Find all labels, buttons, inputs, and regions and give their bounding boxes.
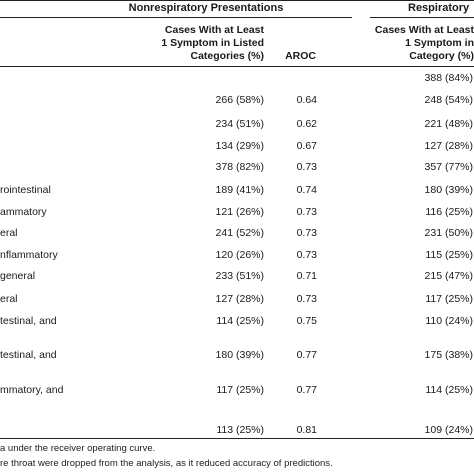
- cell-aroc: 0.67: [296, 140, 317, 152]
- cell-nonresp-cases: 117 (25%): [216, 384, 264, 396]
- cell-aroc: 0.64: [296, 94, 317, 106]
- col-header-resp-cases: Cases With at Least 1 Symptom in Categor…: [375, 24, 474, 63]
- cell-nonresp-cases: 127 (28%): [215, 293, 264, 305]
- cell-nonresp-cases: 241 (52%): [215, 227, 264, 239]
- col-header-nonresp-line-3: Categories (%): [190, 50, 264, 62]
- cell-resp-cases: 248 (54%): [424, 94, 473, 106]
- cell-aroc: 0.73: [296, 206, 317, 218]
- cell-aroc: 0.73: [296, 293, 317, 305]
- row-label: testinal, and: [0, 349, 57, 361]
- respiratory-rule: [370, 17, 474, 18]
- cell-aroc: 0.62: [296, 118, 317, 130]
- cell-aroc: 0.77: [296, 384, 317, 396]
- row-label: rointestinal: [0, 184, 51, 196]
- cell-resp-cases: 127 (28%): [424, 140, 473, 152]
- col-header-nonresp-line-2: 1 Symptom in Listed: [161, 37, 264, 49]
- cell-aroc: 0.73: [296, 161, 317, 173]
- cell-nonresp-cases: 114 (25%): [216, 315, 264, 327]
- cell-resp-cases: 175 (38%): [424, 349, 473, 361]
- footnote-1: a under the receiver operating curve.: [0, 443, 156, 454]
- col-header-nonresp-line-1: Cases With at Least: [164, 24, 264, 36]
- cell-nonresp-cases: 134 (29%): [215, 140, 264, 152]
- footnote-2: re throat were dropped from the analysis…: [0, 458, 333, 469]
- row-label: general: [0, 270, 36, 282]
- row-label: eral: [0, 227, 18, 239]
- cell-aroc: 0.73: [296, 249, 317, 261]
- nonrespiratory-title: Nonrespiratory Presentations: [128, 2, 284, 14]
- cell-resp-cases: 221 (48%): [424, 118, 473, 130]
- cell-resp-cases: 357 (77%): [424, 161, 473, 173]
- cell-aroc: 0.73: [296, 227, 317, 239]
- row-label: testinal, and: [0, 315, 57, 327]
- respiratory-title: Respiratory: [408, 2, 470, 14]
- nonrespiratory-rule: [0, 17, 352, 18]
- cell-resp-cases: 180 (39%): [424, 184, 473, 196]
- cell-resp-cases: 215 (47%): [424, 270, 473, 282]
- col-header-nonresp-cases: Cases With at Least 1 Symptom in Listed …: [161, 24, 264, 63]
- table-top-rule: [0, 0, 474, 1]
- cell-nonresp-cases: 189 (41%): [215, 184, 264, 196]
- cell-resp-cases: 231 (50%): [424, 227, 473, 239]
- cell-nonresp-cases: 121 (26%): [215, 206, 264, 218]
- cell-resp-cases: 116 (25%): [425, 206, 473, 218]
- cell-resp-cases: 109 (24%): [424, 424, 473, 436]
- table-bottom-rule: [0, 438, 474, 439]
- cell-nonresp-cases: 120 (26%): [215, 249, 264, 261]
- row-label: ammatory: [0, 206, 47, 218]
- row-label: eral: [0, 293, 18, 305]
- col-header-aroc: AROC: [285, 50, 316, 62]
- row-label: nflammatory: [0, 249, 58, 261]
- col-header-resp-line-1: Cases With at Least: [374, 24, 474, 36]
- cell-aroc: 0.81: [296, 424, 317, 436]
- cell-aroc: 0.74: [296, 184, 317, 196]
- col-header-resp-line-3: Category (%): [409, 50, 474, 62]
- header-bottom-rule: [0, 66, 474, 67]
- cell-nonresp-cases: 266 (58%): [215, 94, 264, 106]
- cell-aroc: 0.71: [296, 270, 317, 282]
- row-label: mmatory, and: [0, 384, 64, 396]
- cell-nonresp-cases: 233 (51%): [215, 270, 264, 282]
- cell-aroc: 0.75: [296, 315, 317, 327]
- cell-nonresp-cases: 113 (25%): [216, 424, 264, 436]
- cell-resp-cases: 110 (24%): [425, 315, 473, 327]
- cell-resp-cases: 115 (25%): [425, 249, 473, 261]
- cell-nonresp-cases: 234 (51%): [215, 118, 264, 130]
- cell-resp-cases: 117 (25%): [425, 293, 473, 305]
- cell-aroc: 0.77: [296, 349, 317, 361]
- cell-nonresp-cases: 378 (82%): [215, 161, 264, 173]
- cell-resp-cases: 388 (84%): [424, 72, 473, 84]
- col-header-resp-line-2: 1 Symptom in: [405, 37, 474, 49]
- cell-nonresp-cases: 180 (39%): [215, 349, 264, 361]
- cell-resp-cases: 114 (25%): [425, 384, 473, 396]
